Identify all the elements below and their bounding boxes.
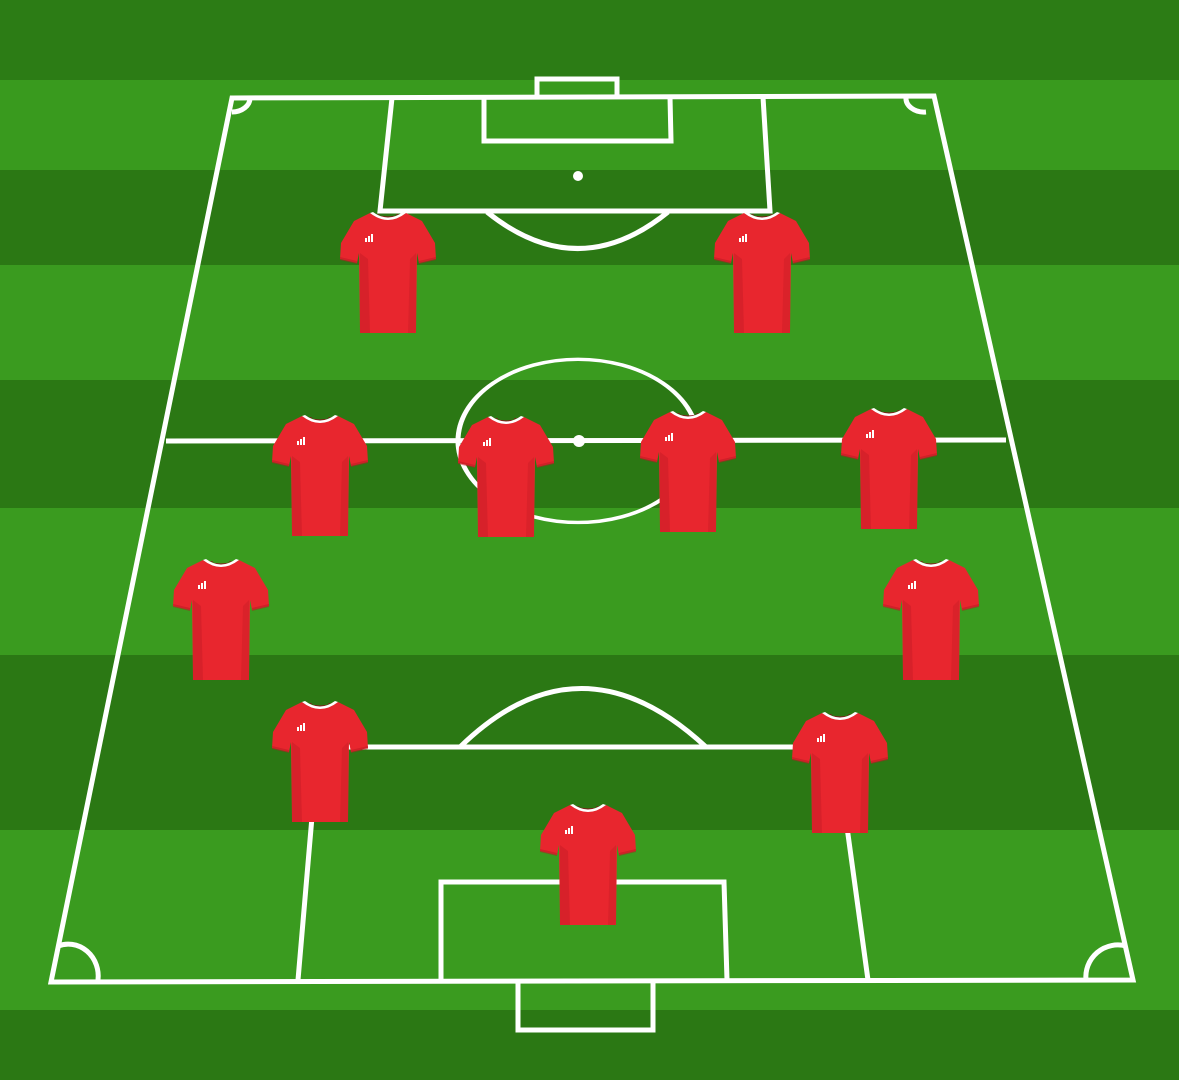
player-jersey-goalkeeper[interactable] xyxy=(540,799,636,925)
adidas-logo-icon xyxy=(297,723,305,731)
top-penalty-spot xyxy=(573,171,583,181)
shirt-icon xyxy=(841,408,937,529)
player-jersey-centre-back-right[interactable] xyxy=(792,707,888,833)
shirt-icon xyxy=(640,411,736,532)
player-jersey-midfielder-4[interactable] xyxy=(841,403,937,529)
adidas-logo-icon xyxy=(817,734,825,742)
player-jersey-wing-back-left[interactable] xyxy=(173,554,269,680)
shirt-icon xyxy=(272,701,368,822)
shirt-icon xyxy=(883,559,979,680)
corner-arc-bottom-left xyxy=(57,941,101,981)
top-goal xyxy=(534,76,620,97)
player-jersey-centre-back-left[interactable] xyxy=(272,696,368,822)
top-penalty-area xyxy=(377,96,773,214)
player-jersey-midfielder-2[interactable] xyxy=(458,411,554,537)
adidas-logo-icon xyxy=(908,581,916,589)
player-jersey-wing-back-right[interactable] xyxy=(883,554,979,680)
player-jersey-midfielder-1[interactable] xyxy=(272,410,368,536)
adidas-logo-icon xyxy=(866,430,874,438)
player-jersey-forward-left[interactable] xyxy=(340,207,436,333)
adidas-logo-icon xyxy=(365,234,373,242)
top-goal-area xyxy=(481,96,674,144)
adidas-logo-icon xyxy=(483,438,491,446)
shirt-icon xyxy=(458,416,554,537)
corner-arc-top-left xyxy=(231,97,253,115)
corner-arc-top-right xyxy=(903,96,927,115)
bottom-goal xyxy=(515,982,656,1033)
adidas-logo-icon xyxy=(565,826,573,834)
player-jersey-forward-right[interactable] xyxy=(714,207,810,333)
shirt-icon xyxy=(714,212,810,333)
adidas-logo-icon xyxy=(665,433,673,441)
centre-spot xyxy=(573,435,585,447)
adidas-logo-icon xyxy=(198,581,206,589)
shirt-icon xyxy=(540,804,636,925)
bottom-penalty-area xyxy=(295,744,871,981)
shirt-icon xyxy=(272,415,368,536)
adidas-logo-icon xyxy=(297,437,305,445)
adidas-logo-icon xyxy=(739,234,747,242)
top-penalty-arc xyxy=(485,210,670,251)
corner-arc-bottom-right xyxy=(1083,942,1127,981)
shirt-icon xyxy=(792,712,888,833)
player-jersey-midfielder-3[interactable] xyxy=(640,406,736,532)
shirt-icon xyxy=(340,212,436,333)
touchline-boundary xyxy=(47,93,1137,985)
bottom-penalty-arc xyxy=(458,686,708,749)
shirt-icon xyxy=(173,559,269,680)
